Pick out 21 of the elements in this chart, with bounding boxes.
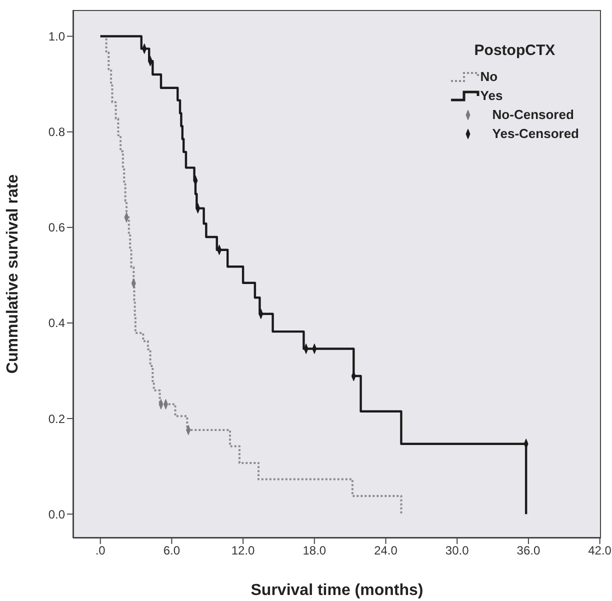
y-axis-title: Cummulative survival rate (4, 174, 22, 374)
y-tick-label: 0.2 (48, 412, 66, 426)
x-tick-label: 6.0 (163, 544, 180, 558)
legend-label: No-Censored (492, 107, 574, 122)
y-tick-label: 0.0 (48, 507, 66, 522)
y-tick-label: 1.0 (48, 30, 66, 44)
x-tick-label: 12.0 (231, 544, 256, 558)
x-tick-label: 42.0 (588, 544, 612, 558)
x-tick-label: 30.0 (445, 544, 470, 558)
y-tick-label: 0.6 (48, 220, 66, 235)
legend-title: PostopCTX (474, 42, 556, 59)
y-tick-label: 0.8 (48, 125, 66, 140)
legend-label: Yes-Censored (492, 126, 579, 141)
x-tick-label: 24.0 (374, 544, 398, 558)
legend-label: Yes (480, 88, 503, 103)
x-tick-label: 18.0 (302, 544, 326, 558)
x-axis-title: Survival time (months) (250, 582, 424, 599)
y-tick-label: 0.4 (48, 316, 66, 330)
legend-label: No (480, 69, 498, 84)
x-tick-label: 36.0 (516, 544, 540, 558)
x-tick-label: .0 (95, 544, 106, 558)
